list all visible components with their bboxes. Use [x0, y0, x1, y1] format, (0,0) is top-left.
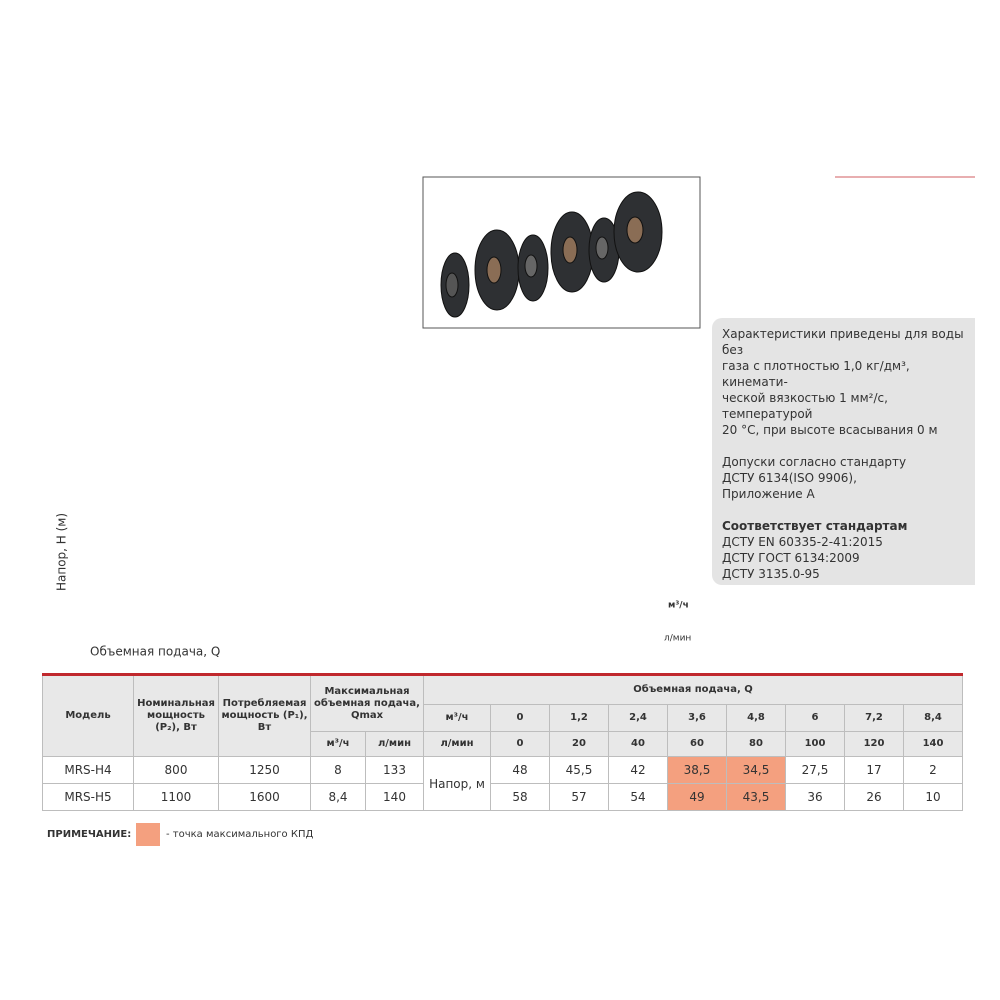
note-text: - точка максимального КПД [166, 828, 314, 840]
data-cell: 133 [365, 756, 424, 784]
header-cell: 3,6 [667, 704, 727, 732]
header-cell: 120 [844, 731, 904, 757]
y-axis-title: Напор, Н (м) [55, 513, 69, 591]
info-line: Допуски согласно стандарту [722, 455, 907, 469]
model-cell: MRS-H5 [42, 783, 134, 811]
highlight-cell: 43,5 [726, 783, 786, 811]
data-cell: 8,4 [310, 783, 366, 811]
info-line: ДСТУ 6134(ISO 9906), [722, 471, 857, 485]
header-cell: л/мин [423, 731, 491, 757]
header-cell: Максимальная объемная подача, Qmax [310, 674, 424, 732]
header-cell: 60 [667, 731, 727, 757]
data-cell: 1100 [133, 783, 219, 811]
data-cell: 1250 [218, 756, 311, 784]
data-cell: 36 [785, 783, 845, 811]
header-cell: 20 [549, 731, 609, 757]
data-cell: 27,5 [785, 756, 845, 784]
header-cell: м³/ч [310, 731, 366, 757]
table-row: м³/ч л/мин л/мин 0 20 40 60 80 100 120 140 [43, 731, 963, 757]
header-cell: 1,2 [549, 704, 609, 732]
data-cell: 57 [549, 783, 609, 811]
note-label: ПРИМЕЧАНИЕ: [47, 828, 132, 840]
header-cell: 0 [490, 704, 550, 732]
data-cell: 2 [903, 756, 963, 784]
header-cell: Объемная подача, Q [423, 674, 963, 705]
x-axis-title: Объемная подача, Q [90, 645, 220, 659]
data-cell: 17 [844, 756, 904, 784]
x-unit: м³/ч [668, 601, 689, 611]
table-row: MRS-H5 1100 1600 8,4 140 58 57 54 49 43,5 36 26 10 [42, 783, 963, 811]
header-cell: 100 [785, 731, 845, 757]
info-line: ческой вязкостью 1 мм²/с, температурой [722, 391, 888, 421]
data-cell: 58 [490, 783, 550, 811]
data-cell: 26 [844, 783, 904, 811]
standard: ДСТУ EN 60335-2-41:2015 [722, 535, 883, 549]
table-row: MRS-H4 800 1250 8 133 Напор, м 48 45,5 42 38,5 34,… [42, 756, 963, 811]
header-cell: 4,8 [726, 704, 786, 732]
note-swatch [136, 822, 160, 846]
header-cell: 2,4 [608, 704, 668, 732]
highlight-cell: 34,5 [726, 756, 786, 784]
standards-title: Соответствует стандартам [722, 519, 908, 533]
header-cell: 8,4 [903, 704, 963, 732]
header-cell: 7,2 [844, 704, 904, 732]
standard: ДСТУ ГОСТ 6134:2009 [722, 551, 860, 565]
header-cell: Потребляемая мощность (P₁), Вт [218, 674, 311, 757]
info-line: Характеристики приведены для воды без [722, 327, 964, 357]
highlight-cell: 49 [667, 783, 727, 811]
info-box: Характеристики приведены для воды без газ… [712, 318, 975, 585]
data-cell: 800 [133, 756, 219, 784]
data-cell: 54 [608, 783, 668, 811]
header-cell: 40 [608, 731, 668, 757]
data-cell: 1600 [218, 783, 311, 811]
row-label: Напор, м [423, 756, 491, 811]
data-cell: 45,5 [549, 756, 609, 784]
chart: Объемная подача, Q Напор, Н (м) м³/ч л/м… [55, 175, 975, 659]
data-cell: 140 [365, 783, 424, 811]
data-cell: 8 [310, 756, 366, 784]
table-row: Модель Номинальная мощность (P₂), Вт Потре… [42, 674, 963, 757]
data-cell: 42 [608, 756, 668, 784]
spacer [722, 438, 975, 454]
header-cell: 140 [903, 731, 963, 757]
x2-unit: л/мин [664, 634, 691, 644]
header-cell: 80 [726, 731, 786, 757]
info-line: Приложение А [722, 487, 815, 501]
info-line: 20 °C, при высоте всасывания 0 м [722, 423, 938, 437]
table-row: м³/ч 0 1,2 2,4 3,6 4,8 6 7,2 8,4 [43, 704, 963, 732]
info-line: газа с плотностью 1,0 кг/дм³, кинемати- [722, 359, 910, 389]
header-cell: Номинальная мощность (P₂), Вт [133, 674, 219, 757]
data-cell: 10 [903, 783, 963, 811]
header-cell: л/мин [365, 731, 424, 757]
header-cell: м³/ч [423, 704, 491, 732]
spec-table: Модель Номинальная мощность (P₂), Вт Потре… [42, 673, 963, 811]
product-photo [422, 176, 701, 329]
header-cell: 0 [490, 731, 550, 757]
header-cell: Модель [42, 674, 134, 757]
highlight-cell: 38,5 [667, 756, 727, 784]
spacer [722, 502, 975, 518]
model-cell: MRS-H4 [42, 756, 134, 784]
data-cell: 48 [490, 756, 550, 784]
standard: ДСТУ 3135.0-95 [722, 567, 820, 581]
header-cell: 6 [785, 704, 845, 732]
note: ПРИМЕЧАНИЕ: - точка максимального КПД [47, 822, 313, 846]
